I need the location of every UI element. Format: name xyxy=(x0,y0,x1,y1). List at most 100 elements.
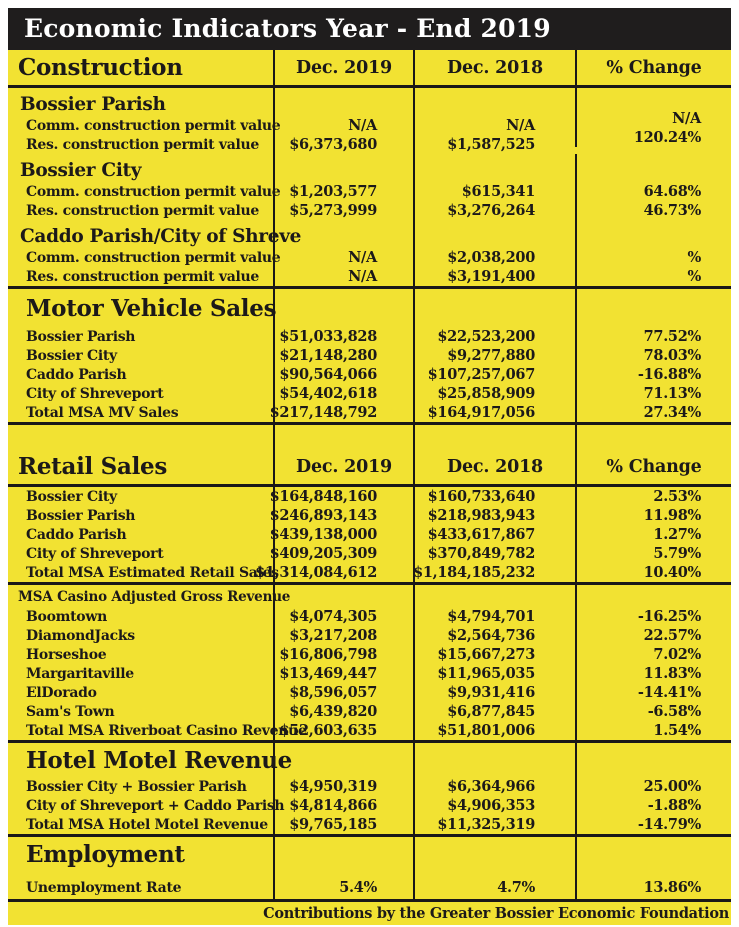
col-pct-change-value: 7.02% xyxy=(575,645,731,664)
table-row: City of Shreveport $409,205,309 $370,849,7… xyxy=(8,544,731,563)
table-row: Res. construction permit value $5,273,999… xyxy=(8,201,731,220)
col-pct-change-value: -14.41% xyxy=(575,683,731,702)
col-dec-2018-value: $6,364,966 xyxy=(413,777,575,796)
row-label: MSA Casino Adjusted Gross Revenue xyxy=(18,589,291,605)
col-dec-2019-value: $439,138,000 xyxy=(270,525,413,544)
col-dec-2019-value: Dec. 2019 xyxy=(273,449,413,484)
section-title: Motor Vehicle Sales xyxy=(26,294,277,322)
col-pct-change-value: 46.73% xyxy=(575,201,731,220)
row-label: Bossier Parish xyxy=(26,328,136,345)
col-dec-2018-value xyxy=(413,837,575,871)
col-dec-2019-value: $21,148,280 xyxy=(273,346,413,365)
table-row: Boomtown $4,074,305 $4,794,701 -16.25% xyxy=(8,607,731,626)
col-pct-change-value: 1.27% xyxy=(575,525,731,544)
col-dec-2018-value: $4,906,353 xyxy=(413,796,575,815)
col-dec-2018-value xyxy=(413,289,575,327)
col-pct-change-value: % Change xyxy=(575,449,731,484)
table-row: Bossier City $21,148,280 $9,277,880 78.03% xyxy=(8,346,731,365)
col-dec-2019-value: $409,205,309 xyxy=(270,544,413,563)
col-dec-2018-value: $25,858,909 xyxy=(413,384,575,403)
row-label: Bossier Parish xyxy=(26,507,136,524)
col-pct-change-value: 1.54% xyxy=(575,721,731,740)
col-pct-change-value xyxy=(575,837,731,871)
section-row: Motor Vehicle Sales xyxy=(8,289,731,327)
col-dec-2018-value: $11,325,319 xyxy=(413,815,575,834)
table-row: Horseshoe $16,806,798 $15,667,273 7.02% xyxy=(8,645,731,664)
col-dec-2019-value: $6,373,680 xyxy=(273,135,413,154)
row-label: ElDorado xyxy=(26,684,97,701)
spacer-row xyxy=(8,425,731,449)
col-dec-2018-value: $11,965,035 xyxy=(413,664,575,683)
section-title: Construction xyxy=(18,54,183,81)
col-dec-2019-value: $5,273,999 xyxy=(273,201,413,220)
col-pct-change-value xyxy=(575,289,731,327)
row-label: Comm. construction permit value xyxy=(26,183,281,200)
col-dec-2019-value: $4,950,319 xyxy=(273,777,413,796)
col-dec-2018-value: $218,983,943 xyxy=(413,506,575,525)
section-title: Employment xyxy=(26,840,185,868)
section-row: Employment xyxy=(8,837,731,871)
table-row: Total MSA Hotel Motel Revenue $9,765,185 $… xyxy=(8,815,731,834)
table-row: Comm. construction permit value N/A N/A N/A xyxy=(8,109,731,135)
col-pct-change-value xyxy=(575,743,731,777)
col-pct-change-value: 11.83% xyxy=(575,664,731,683)
col-dec-2018-value: $9,277,880 xyxy=(413,346,575,365)
col-dec-2018-value: $433,617,867 xyxy=(413,525,575,544)
section-title: Hotel Motel Revenue xyxy=(26,746,292,774)
col-dec-2018-value xyxy=(413,425,575,449)
table-row: ElDorado $8,596,057 $9,931,416 -14.41% xyxy=(8,683,731,702)
table-row: DiamondJacks $3,217,208 $2,564,736 22.57% xyxy=(8,626,731,645)
col-pct-change-value: -14.79% xyxy=(575,815,731,834)
col-pct-change-value: 10.40% xyxy=(575,563,731,582)
col-pct-change-value: 120.24% xyxy=(575,128,731,147)
col-dec-2019-value: $54,402,618 xyxy=(273,384,413,403)
rule-row xyxy=(8,740,731,743)
col-pct-change-value xyxy=(575,154,731,182)
col-dec-2018-value: $1,184,185,232 xyxy=(413,563,575,582)
col-pct-change-value: 77.52% xyxy=(575,327,731,346)
col-pct-change-value: 71.13% xyxy=(575,384,731,403)
row-label: Total MSA Hotel Motel Revenue xyxy=(26,816,268,833)
col-dec-2019-value: $1,203,577 xyxy=(273,182,413,201)
col-dec-2019-value: $4,814,866 xyxy=(273,796,413,815)
col-pct-change-value: -16.88% xyxy=(575,365,731,384)
colheader-row: Construction Dec. 2019 Dec. 2018% Change xyxy=(8,50,731,88)
col-dec-2019-value: $52,603,635 xyxy=(273,721,413,740)
col-pct-change-value: % xyxy=(575,248,731,267)
row-label: Margaritaville xyxy=(26,665,134,682)
col-pct-change-value xyxy=(575,220,731,248)
row-label: City of Shreveport xyxy=(26,545,164,562)
col-dec-2019-value: $16,806,798 xyxy=(273,645,413,664)
col-dec-2018-value: $15,667,273 xyxy=(413,645,575,664)
row-label: Comm. construction permit value xyxy=(26,117,281,134)
col-dec-2019-value: $217,148,792 xyxy=(270,403,413,422)
row-label xyxy=(8,425,273,449)
col-pct-change-value: 78.03% xyxy=(575,346,731,365)
col-dec-2018-value: $3,191,400 xyxy=(413,267,575,286)
row-label: Unemployment Rate xyxy=(26,880,182,896)
col-dec-2018-value xyxy=(413,585,575,607)
row-label: Total MSA Estimated Retail Sales xyxy=(26,564,279,581)
col-pct-change-value: -16.25% xyxy=(575,607,731,626)
col-dec-2018-value xyxy=(413,743,575,777)
row-label: Bossier Parish xyxy=(20,94,166,115)
col-dec-2019-value xyxy=(273,220,413,248)
row-label: Bossier City + Bossier Parish xyxy=(26,778,247,795)
col-dec-2019-value: 5.4% xyxy=(273,871,413,899)
col-dec-2019-value: $9,765,185 xyxy=(273,815,413,834)
col-pct-change-value: % xyxy=(575,267,731,286)
table-row: Bossier City $164,848,160 $160,733,640 2.53… xyxy=(8,487,731,506)
col-pct-change-value: % Change xyxy=(575,50,731,85)
col-pct-change-value: 5.79% xyxy=(575,544,731,563)
col-dec-2019-value: $1,314,084,612 xyxy=(255,563,413,582)
col-pct-change-value: -6.58% xyxy=(575,702,731,721)
col-dec-2019-value: N/A xyxy=(273,267,413,286)
col-dec-2019-value xyxy=(273,743,413,777)
col-pct-change-value: 2.53% xyxy=(575,487,731,506)
col-dec-2019-value: $90,564,066 xyxy=(273,365,413,384)
col-dec-2019-value: $246,893,143 xyxy=(270,506,413,525)
subheader-row: Bossier City xyxy=(8,154,731,182)
rule-row xyxy=(8,422,731,425)
attribution-footer: Contributions by the Greater Bossier Eco… xyxy=(263,905,729,922)
row-label: Res. construction permit value xyxy=(26,202,259,219)
